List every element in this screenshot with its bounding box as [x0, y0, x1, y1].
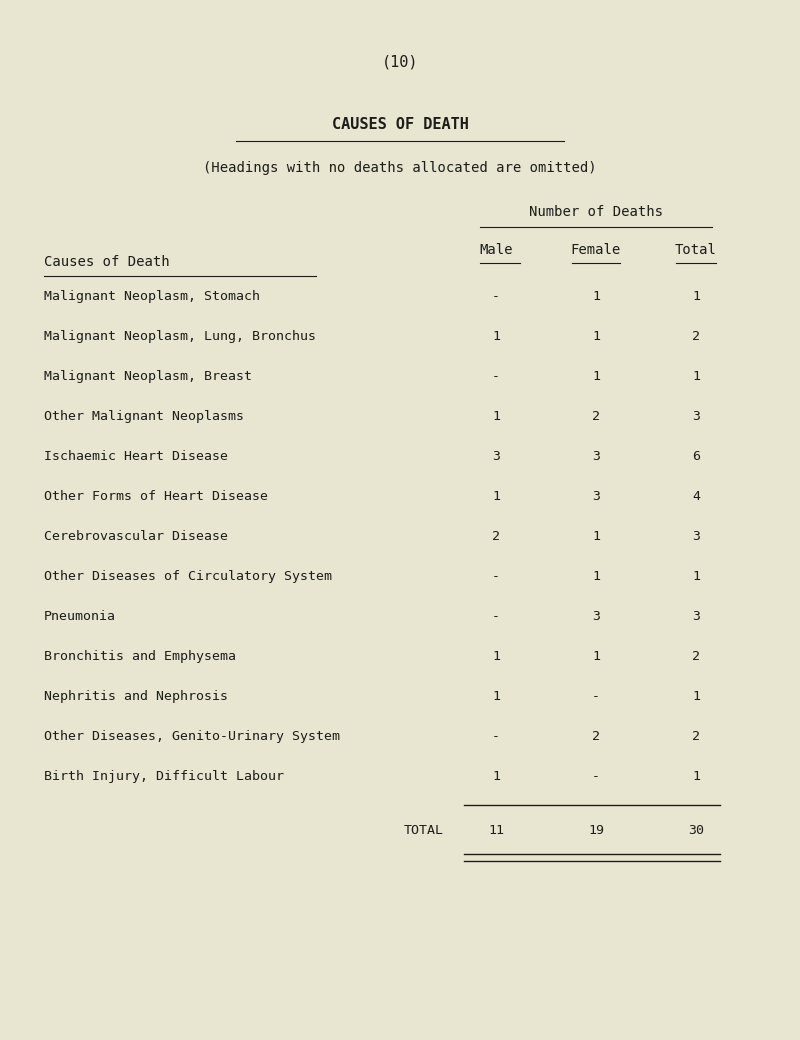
Text: Female: Female	[571, 242, 621, 257]
Text: TOTAL: TOTAL	[404, 825, 444, 837]
Text: 1: 1	[692, 771, 700, 783]
Text: Cerebrovascular Disease: Cerebrovascular Disease	[44, 530, 228, 543]
Text: 1: 1	[592, 330, 600, 343]
Text: 11: 11	[488, 825, 504, 837]
Text: Nephritis and Nephrosis: Nephritis and Nephrosis	[44, 691, 228, 703]
Text: Malignant Neoplasm, Breast: Malignant Neoplasm, Breast	[44, 370, 252, 383]
Text: 3: 3	[592, 450, 600, 463]
Text: 1: 1	[592, 370, 600, 383]
Text: 3: 3	[592, 490, 600, 503]
Text: 1: 1	[592, 290, 600, 303]
Text: 1: 1	[492, 410, 500, 423]
Text: 3: 3	[592, 610, 600, 623]
Text: Ischaemic Heart Disease: Ischaemic Heart Disease	[44, 450, 228, 463]
Text: 1: 1	[492, 691, 500, 703]
Text: 1: 1	[592, 650, 600, 664]
Text: -: -	[492, 570, 500, 583]
Text: -: -	[592, 691, 600, 703]
Text: 6: 6	[692, 450, 700, 463]
Text: 2: 2	[492, 530, 500, 543]
Text: Other Forms of Heart Disease: Other Forms of Heart Disease	[44, 490, 268, 503]
Text: -: -	[492, 290, 500, 303]
Text: Other Malignant Neoplasms: Other Malignant Neoplasms	[44, 410, 244, 423]
Text: 1: 1	[692, 691, 700, 703]
Text: CAUSES OF DEATH: CAUSES OF DEATH	[331, 118, 469, 132]
Text: 1: 1	[692, 570, 700, 583]
Text: -: -	[592, 771, 600, 783]
Text: Pneumonia: Pneumonia	[44, 610, 116, 623]
Text: 4: 4	[692, 490, 700, 503]
Text: 2: 2	[592, 410, 600, 423]
Text: -: -	[492, 370, 500, 383]
Text: Bronchitis and Emphysema: Bronchitis and Emphysema	[44, 650, 236, 664]
Text: Other Diseases of Circulatory System: Other Diseases of Circulatory System	[44, 570, 332, 583]
Text: Number of Deaths: Number of Deaths	[529, 205, 663, 219]
Text: Malignant Neoplasm, Stomach: Malignant Neoplasm, Stomach	[44, 290, 260, 303]
Text: 1: 1	[492, 490, 500, 503]
Text: 2: 2	[592, 730, 600, 744]
Text: 1: 1	[592, 530, 600, 543]
Text: 2: 2	[692, 730, 700, 744]
Text: Birth Injury, Difficult Labour: Birth Injury, Difficult Labour	[44, 771, 284, 783]
Text: Total: Total	[675, 242, 717, 257]
Text: 2: 2	[692, 330, 700, 343]
Text: 19: 19	[588, 825, 604, 837]
Text: -: -	[492, 610, 500, 623]
Text: Male: Male	[479, 242, 513, 257]
Text: 1: 1	[492, 771, 500, 783]
Text: 30: 30	[688, 825, 704, 837]
Text: 1: 1	[692, 370, 700, 383]
Text: 1: 1	[592, 570, 600, 583]
Text: Other Diseases, Genito-Urinary System: Other Diseases, Genito-Urinary System	[44, 730, 340, 744]
Text: 3: 3	[692, 410, 700, 423]
Text: 2: 2	[692, 650, 700, 664]
Text: Causes of Death: Causes of Death	[44, 255, 170, 269]
Text: 3: 3	[692, 530, 700, 543]
Text: Malignant Neoplasm, Lung, Bronchus: Malignant Neoplasm, Lung, Bronchus	[44, 330, 316, 343]
Text: 1: 1	[692, 290, 700, 303]
Text: (Headings with no deaths allocated are omitted): (Headings with no deaths allocated are o…	[203, 161, 597, 176]
Text: -: -	[492, 730, 500, 744]
Text: 1: 1	[492, 650, 500, 664]
Text: 3: 3	[492, 450, 500, 463]
Text: 1: 1	[492, 330, 500, 343]
Text: (10): (10)	[382, 55, 418, 70]
Text: 3: 3	[692, 610, 700, 623]
